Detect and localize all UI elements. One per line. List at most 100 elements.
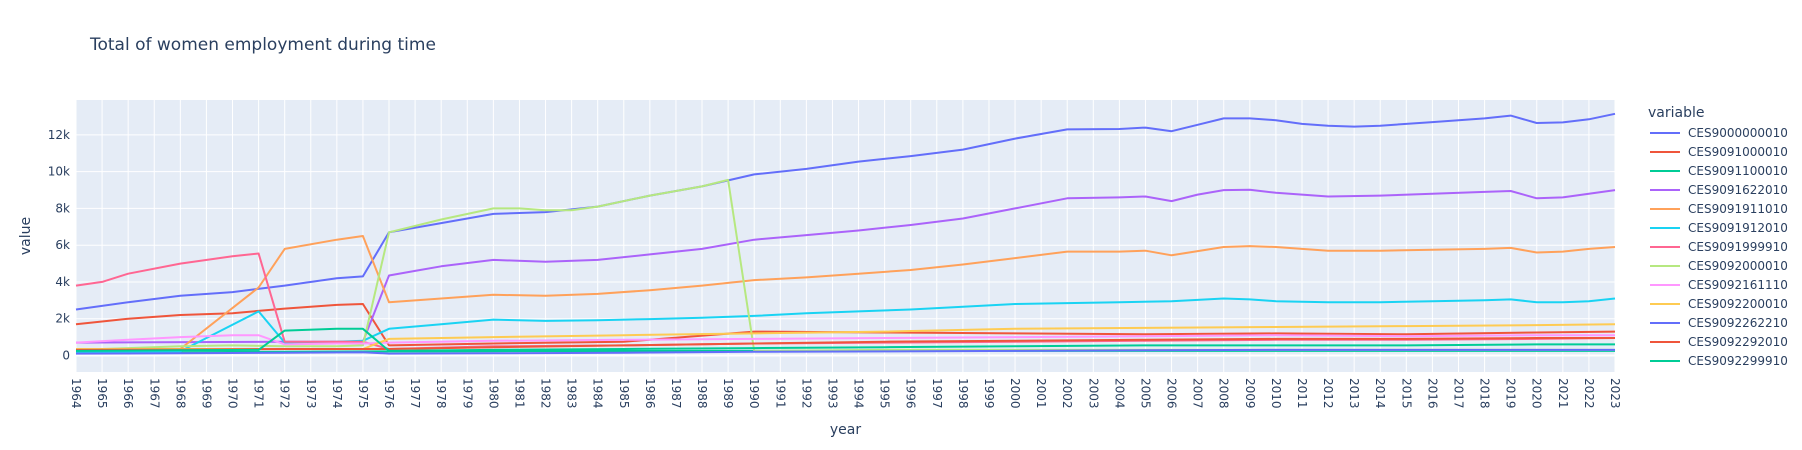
x-tick-label: 1967 bbox=[147, 378, 161, 409]
series-line-CES9092299910 bbox=[75, 327, 1615, 352]
series-line-CES9091000010 bbox=[75, 303, 1616, 347]
x-tick-label: 2004 bbox=[1112, 378, 1126, 409]
x-tick-label: 2014 bbox=[1373, 378, 1387, 409]
x-tick-label: 1981 bbox=[512, 378, 526, 409]
legend-label: CES9092262210 bbox=[1688, 316, 1788, 330]
x-tick-label: 1990 bbox=[747, 378, 761, 409]
legend[interactable]: CES9000000010 CES9091000010 CES9091100010 C… bbox=[1650, 126, 1788, 368]
x-tick-label: 1973 bbox=[304, 378, 318, 409]
x-tick-label: 2018 bbox=[1478, 378, 1492, 409]
x-tick-label: 1977 bbox=[408, 378, 422, 409]
series-line-CES9092292010 bbox=[75, 337, 1615, 351]
x-tick-label: 2022 bbox=[1582, 378, 1596, 409]
x-tick-label: 2013 bbox=[1347, 378, 1361, 409]
x-tick-label: 1993 bbox=[825, 378, 839, 409]
x-tick-label: 1971 bbox=[252, 378, 266, 409]
legend-label: CES9091912010 bbox=[1688, 221, 1788, 235]
x-tick-label: 2012 bbox=[1321, 378, 1335, 409]
series-line-CES9000000010 bbox=[75, 112, 1616, 311]
x-tick-label: 1975 bbox=[356, 378, 370, 409]
x-tick-label: 1983 bbox=[565, 378, 579, 409]
x-tick-label: 2023 bbox=[1608, 378, 1622, 409]
x-tick-label: 2021 bbox=[1556, 378, 1570, 409]
legend-item[interactable]: CES9092000010 bbox=[1650, 259, 1788, 273]
y-tick-label: 10k bbox=[48, 165, 70, 179]
x-tick-label: 2019 bbox=[1504, 378, 1518, 409]
x-tick-label: 1978 bbox=[434, 378, 448, 409]
y-axis-title: value bbox=[18, 217, 34, 255]
legend-item[interactable]: CES9091911010 bbox=[1650, 202, 1788, 216]
legend-item[interactable]: CES9092292010 bbox=[1650, 335, 1788, 349]
legend-item[interactable]: CES9092299910 bbox=[1650, 354, 1788, 368]
y-tick-label: 12k bbox=[48, 128, 70, 142]
gridlines bbox=[75, 100, 1616, 372]
legend-label: CES9091622010 bbox=[1688, 183, 1788, 197]
x-tick-label: 2003 bbox=[1086, 378, 1100, 409]
legend-item[interactable]: CES9000000010 bbox=[1650, 126, 1788, 140]
legend-label: CES9092292010 bbox=[1688, 335, 1788, 349]
y-axis-ticks: 0 2k 4k 6k 8k 10k 12k bbox=[48, 128, 70, 363]
x-tick-label: 1994 bbox=[852, 378, 866, 409]
x-tick-label: 2020 bbox=[1530, 378, 1544, 409]
legend-item[interactable]: CES9091622010 bbox=[1650, 183, 1788, 197]
series-line-CES9091622010 bbox=[75, 188, 1616, 344]
legend-label: CES9092000010 bbox=[1688, 259, 1788, 273]
y-tick-label: 6k bbox=[55, 238, 70, 252]
x-tick-label: 1974 bbox=[330, 378, 344, 409]
x-tick-label: 1992 bbox=[799, 378, 813, 409]
series-line-CES9092161110 bbox=[75, 334, 1615, 346]
legend-item[interactable]: CES9092262210 bbox=[1650, 316, 1788, 330]
x-tick-label: 1980 bbox=[486, 378, 500, 409]
legend-label: CES9092200010 bbox=[1688, 297, 1788, 311]
series-line-CES9091911010 bbox=[75, 235, 1616, 351]
legend-label: CES9091100010 bbox=[1688, 164, 1788, 178]
x-axis-ticks: 1964 1965 1966 1967 1968 1969 1970 1971 1972 1973… bbox=[69, 378, 1622, 409]
legend-label: CES9092161110 bbox=[1688, 278, 1788, 292]
x-tick-label: 2002 bbox=[1060, 378, 1074, 409]
legend-label: CES9091000010 bbox=[1688, 145, 1788, 159]
x-tick-label: 1979 bbox=[460, 378, 474, 409]
legend-item[interactable]: CES9091000010 bbox=[1650, 145, 1788, 159]
x-tick-label: 1976 bbox=[382, 378, 396, 409]
x-axis-title: year bbox=[830, 422, 861, 438]
legend-title: variable bbox=[1648, 105, 1704, 121]
x-tick-label: 2000 bbox=[1008, 378, 1022, 409]
x-tick-label: 2009 bbox=[1243, 378, 1257, 409]
x-tick-label: 1984 bbox=[591, 378, 605, 409]
x-tick-label: 1999 bbox=[982, 378, 996, 409]
x-tick-label: 2010 bbox=[1269, 378, 1283, 409]
x-tick-label: 2015 bbox=[1399, 378, 1413, 409]
series-lines bbox=[75, 112, 1616, 355]
x-tick-label: 1970 bbox=[226, 378, 240, 409]
legend-item[interactable]: CES9092161110 bbox=[1650, 278, 1788, 292]
x-tick-label: 2011 bbox=[1295, 378, 1309, 409]
x-tick-label: 1988 bbox=[695, 378, 709, 409]
x-tick-label: 1965 bbox=[95, 378, 109, 409]
x-tick-label: 1986 bbox=[643, 378, 657, 409]
x-tick-label: 2001 bbox=[1034, 378, 1048, 409]
x-tick-label: 2006 bbox=[1165, 378, 1179, 409]
x-tick-label: 1972 bbox=[278, 378, 292, 409]
y-tick-label: 4k bbox=[55, 275, 70, 289]
x-tick-label: 1968 bbox=[173, 378, 187, 409]
y-tick-label: 8k bbox=[55, 201, 70, 215]
y-tick-label: 0 bbox=[62, 348, 70, 362]
legend-item[interactable]: CES9092200010 bbox=[1650, 297, 1788, 311]
x-tick-label: 1966 bbox=[121, 378, 135, 409]
x-tick-label: 1998 bbox=[956, 378, 970, 409]
legend-label: CES9091911010 bbox=[1688, 202, 1788, 216]
x-tick-label: 2016 bbox=[1425, 378, 1439, 409]
x-tick-label: 1985 bbox=[617, 378, 631, 409]
x-tick-label: 1989 bbox=[721, 378, 735, 409]
x-tick-label: 1964 bbox=[69, 378, 83, 409]
series-line-CES9091912010 bbox=[75, 297, 1616, 353]
legend-item[interactable]: CES9091999910 bbox=[1650, 240, 1788, 254]
x-tick-label: 2017 bbox=[1451, 378, 1465, 409]
legend-item[interactable]: CES9091100010 bbox=[1650, 164, 1788, 178]
x-tick-label: 1969 bbox=[199, 378, 213, 409]
x-tick-label: 2005 bbox=[1138, 378, 1152, 409]
x-tick-label: 1987 bbox=[669, 378, 683, 409]
y-tick-label: 2k bbox=[55, 312, 70, 326]
legend-item[interactable]: CES9091912010 bbox=[1650, 221, 1788, 235]
